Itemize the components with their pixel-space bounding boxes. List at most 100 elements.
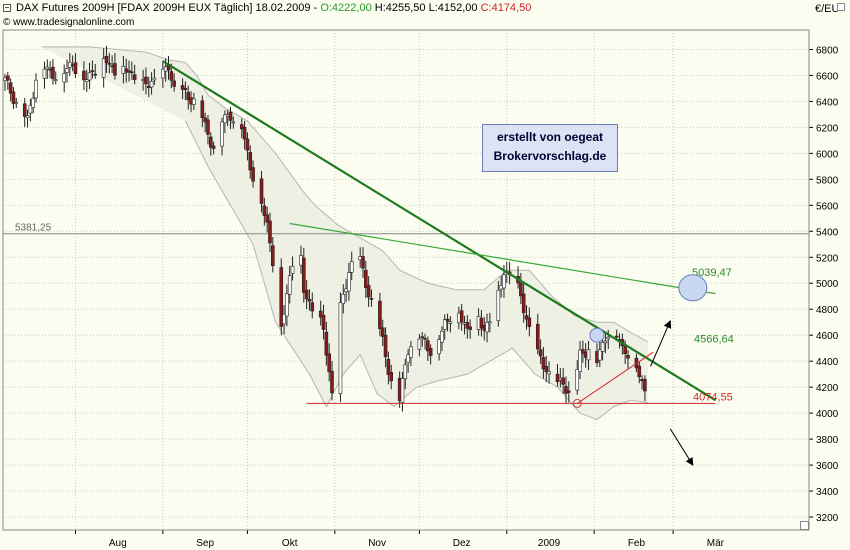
candle-body [302, 257, 306, 293]
candle-body [223, 114, 227, 124]
x-tick-label: Okt [282, 538, 298, 549]
y-tick-label: 3800 [816, 435, 839, 446]
candle-body [524, 315, 529, 320]
close-value: C:4174,50 [480, 2, 532, 14]
candle-body [211, 145, 216, 149]
candle-body [566, 390, 571, 393]
candle-body [268, 220, 272, 244]
candle-body [448, 321, 453, 324]
candle-body [169, 71, 174, 81]
candle-body [208, 136, 213, 148]
signature-box: erstellt von oegeat Brokervorschlag.de [482, 124, 618, 172]
candle-body [270, 245, 275, 266]
scale-settings-icon[interactable] [837, 3, 845, 11]
direction-arrow [650, 319, 672, 367]
candle-body [440, 330, 444, 343]
y-tick-label: 5400 [816, 227, 839, 238]
candle-body [62, 73, 66, 83]
candle-body [409, 346, 413, 358]
y-tick-label: 5000 [816, 279, 839, 290]
candle-body [28, 104, 33, 114]
candle-body [107, 63, 112, 65]
candle-body [186, 91, 191, 101]
candle-body [31, 97, 35, 108]
candle-body [347, 272, 351, 292]
candle-body [149, 81, 154, 88]
candle-body [420, 336, 425, 339]
window-menu-icon[interactable] [3, 4, 11, 12]
candle-body [42, 68, 47, 79]
candle-body [380, 327, 385, 337]
candle-body [65, 68, 69, 73]
candle-body [307, 299, 312, 302]
candle-body [287, 275, 292, 295]
plot-frame [2, 29, 810, 531]
candle-body [90, 70, 95, 72]
candle-body [51, 66, 55, 79]
marker-circle [678, 274, 708, 302]
candle-body [104, 55, 109, 63]
marker-circle [589, 327, 605, 343]
x-tick-label: Mär [707, 538, 725, 549]
x-tick-label: Nov [368, 538, 386, 549]
y-tick-label: 4400 [816, 357, 839, 368]
candle-body [248, 152, 253, 171]
candle-body [242, 126, 247, 140]
candle-body [239, 124, 244, 130]
candle-body [527, 317, 532, 327]
candle-body [544, 366, 549, 373]
candle-body [496, 289, 501, 322]
date-label: 18.02.2009 [255, 2, 311, 14]
candle-body [389, 372, 393, 382]
candle-body [538, 349, 543, 357]
candle-body [22, 103, 27, 117]
candle-body [132, 74, 137, 80]
y-tick-label: 5600 [816, 201, 839, 212]
candle-body [265, 214, 269, 223]
candle-body [564, 386, 568, 394]
candle-body [262, 205, 267, 216]
band-lower-line [184, 120, 648, 421]
candle-body [11, 91, 16, 104]
low-value: L:4152,00 [428, 2, 478, 14]
candle-body [45, 66, 50, 70]
candle-body [87, 72, 92, 81]
candle-body [364, 269, 368, 289]
candle-body [25, 115, 30, 118]
direction-arrow [669, 428, 694, 466]
upper-trendline [289, 222, 716, 295]
axes: 3200 3400 3600 3800 4000 4200 4400 4600 4800 5000… [2, 29, 839, 549]
candle-body [369, 298, 374, 300]
y-tick-label: 4200 [816, 383, 839, 394]
x-tick-label: Sep [196, 538, 214, 549]
candle-body [488, 321, 492, 324]
candle-body [535, 323, 540, 350]
candle-body [251, 167, 255, 182]
open-value: O:4222,00 [320, 2, 372, 14]
candle-body [606, 336, 611, 340]
candle-body [220, 121, 224, 147]
candle-body [304, 289, 309, 300]
candle-body [423, 337, 427, 340]
instrument-label: DAX Futures 2009H [FDAX 2009H EUX Täglic… [16, 2, 253, 14]
resize-handle-icon[interactable] [800, 521, 809, 530]
candle-body [192, 98, 196, 105]
candle-body [468, 326, 472, 330]
candle-body [541, 357, 546, 370]
candle-body [341, 294, 346, 305]
y-tick-label: 4600 [816, 331, 839, 342]
rising-support-line [576, 351, 654, 404]
x-tick-label: Dez [453, 538, 471, 549]
candle-body [643, 378, 647, 392]
candle-body [130, 71, 134, 74]
candles [3, 45, 647, 412]
candle-body [327, 353, 331, 373]
candle-body [161, 68, 165, 79]
x-tick-label: Feb [628, 538, 646, 549]
y-tick-label: 5200 [816, 253, 839, 264]
y-tick-label: 6800 [816, 45, 839, 56]
candle-body [82, 70, 86, 81]
candle-body [338, 302, 343, 395]
candle-body [349, 261, 354, 273]
